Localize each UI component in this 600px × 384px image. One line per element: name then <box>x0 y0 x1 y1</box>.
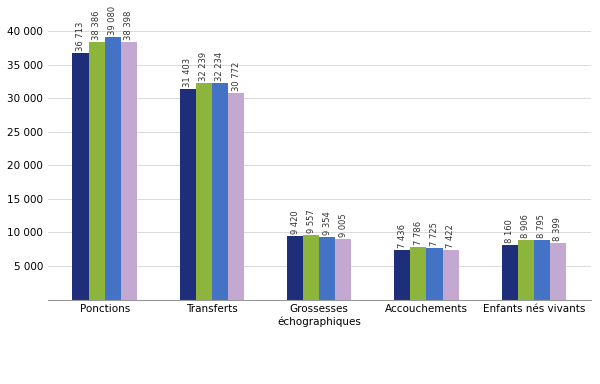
Bar <box>121 42 137 300</box>
Bar <box>89 42 104 300</box>
Text: 9 005: 9 005 <box>339 214 348 237</box>
Bar <box>73 53 89 300</box>
Text: 9 420: 9 420 <box>290 211 299 234</box>
Text: 9 354: 9 354 <box>323 211 332 235</box>
Bar <box>180 89 196 300</box>
Text: 30 772: 30 772 <box>232 62 241 91</box>
Text: 31 403: 31 403 <box>183 58 192 87</box>
Text: 39 080: 39 080 <box>108 6 117 35</box>
Bar <box>335 239 352 300</box>
Text: 32 239: 32 239 <box>199 52 208 81</box>
Bar <box>228 93 244 300</box>
Text: 8 795: 8 795 <box>537 215 546 238</box>
Text: 7 422: 7 422 <box>446 224 455 248</box>
Bar <box>319 237 335 300</box>
Bar <box>427 248 443 300</box>
Bar <box>303 235 319 300</box>
Text: 8 399: 8 399 <box>553 217 562 241</box>
Text: 8 160: 8 160 <box>505 219 514 243</box>
Text: 32 234: 32 234 <box>215 52 224 81</box>
Text: 9 557: 9 557 <box>307 210 316 233</box>
Bar <box>518 240 534 300</box>
Bar <box>212 83 228 300</box>
Bar <box>443 250 458 300</box>
Bar <box>104 37 121 300</box>
Text: 8 906: 8 906 <box>521 214 530 238</box>
Text: 36 713: 36 713 <box>76 22 85 51</box>
Bar <box>196 83 212 300</box>
Text: 38 386: 38 386 <box>92 10 101 40</box>
Bar <box>394 250 410 300</box>
Bar <box>287 236 303 300</box>
Text: 7 725: 7 725 <box>430 222 439 246</box>
Bar <box>502 245 518 300</box>
Bar <box>550 243 566 300</box>
Bar <box>534 240 550 300</box>
Bar <box>410 247 427 300</box>
Text: 38 398: 38 398 <box>124 10 133 40</box>
Text: 7 436: 7 436 <box>398 223 407 248</box>
Text: 7 786: 7 786 <box>414 221 423 245</box>
